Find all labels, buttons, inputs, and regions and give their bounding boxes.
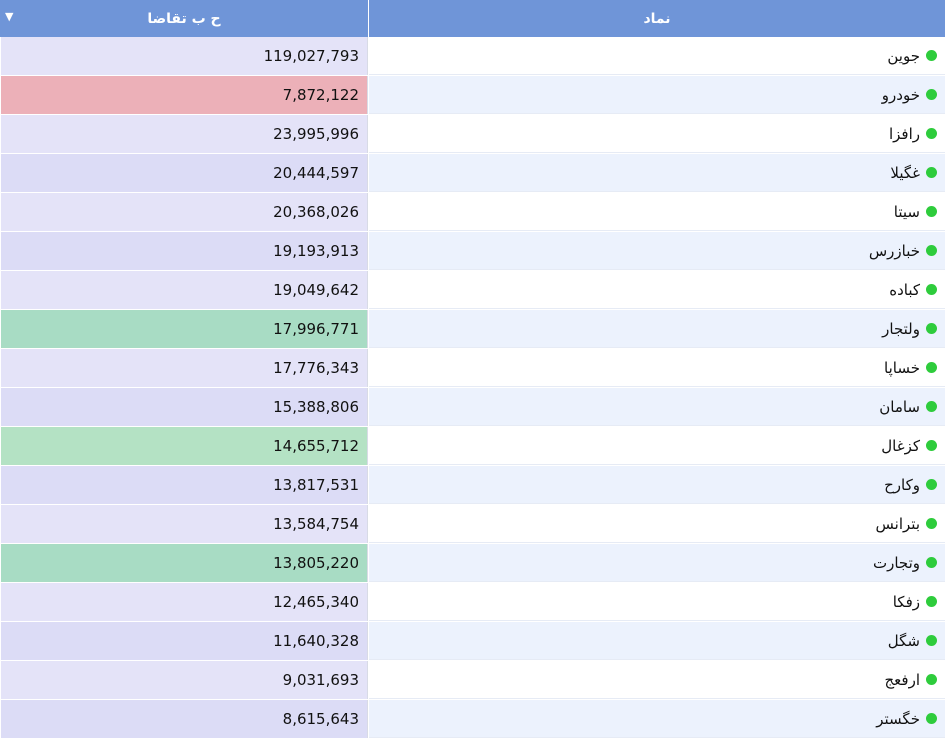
status-dot-icon (926, 401, 937, 412)
symbol-cell[interactable]: خبازرس (369, 232, 945, 270)
demand-volume-cell: 11,640,328 (1, 622, 368, 660)
status-dot-icon (926, 440, 937, 451)
status-dot-icon (926, 50, 937, 61)
demand-volume-cell: 9,031,693 (1, 661, 368, 699)
symbol-label[interactable]: شگل (887, 631, 920, 650)
symbol-cell[interactable]: رافزا (369, 115, 945, 153)
symbol-label[interactable]: بترانس (875, 514, 920, 533)
symbol-label[interactable]: خودرو (881, 85, 920, 104)
demand-volume-cell: 17,996,771 (1, 310, 368, 348)
demand-volume-cell: 12,465,340 (1, 583, 368, 621)
status-dot-icon (926, 557, 937, 568)
header-symbol-label: نماد (643, 10, 671, 27)
status-dot-icon (926, 635, 937, 646)
table-row[interactable]: 13,817,531 وکارح (0, 466, 945, 505)
demand-volume-cell: 20,368,026 (1, 193, 368, 231)
status-dot-icon (926, 674, 937, 685)
table-row[interactable]: 9,031,693 ارفعج (0, 661, 945, 700)
demand-volume-cell: 13,805,220 (1, 544, 368, 582)
status-dot-icon (926, 284, 937, 295)
symbol-label[interactable]: سامان (879, 397, 920, 416)
symbol-label[interactable]: زفکا (892, 592, 920, 611)
status-dot-icon (926, 323, 937, 334)
symbol-cell[interactable]: زفکا (369, 583, 945, 621)
demand-volume-cell: 13,584,754 (1, 505, 368, 543)
header-demand-volume[interactable]: ▼ ح ب تقاضا (0, 0, 369, 37)
symbol-label[interactable]: سیتا (893, 202, 920, 221)
demand-volume-cell: 19,193,913 (1, 232, 368, 270)
header-symbol[interactable]: نماد (369, 0, 945, 37)
table-row[interactable]: 17,996,771 ولتجار (0, 310, 945, 349)
symbol-label[interactable]: کزغال (881, 436, 920, 455)
status-dot-icon (926, 362, 937, 373)
demand-volume-cell: 14,655,712 (1, 427, 368, 465)
symbol-label[interactable]: ولتجار (882, 319, 920, 338)
table-row[interactable]: 20,444,597 غگیلا (0, 154, 945, 193)
demand-volume-cell: 20,444,597 (1, 154, 368, 192)
table-row[interactable]: 11,640,328 شگل (0, 622, 945, 661)
table-row[interactable]: 13,584,754 بترانس (0, 505, 945, 544)
header-demand-volume-label: ح ب تقاضا (147, 10, 221, 27)
demand-volume-cell: 19,049,642 (1, 271, 368, 309)
table-row[interactable]: 20,368,026 سیتا (0, 193, 945, 232)
table-row[interactable]: 13,805,220 وتجارت (0, 544, 945, 583)
demand-volume-cell: 13,817,531 (1, 466, 368, 504)
symbol-cell[interactable]: جوین (369, 37, 945, 75)
demand-volume-cell: 15,388,806 (1, 388, 368, 426)
status-dot-icon (926, 596, 937, 607)
symbol-cell[interactable]: بترانس (369, 505, 945, 543)
table-body: 119,027,793 جوین 7,872,122 خودرو 23,995,996 ر… (0, 37, 945, 739)
table-row[interactable]: 119,027,793 جوین (0, 37, 945, 76)
table-row[interactable]: 12,465,340 زفکا (0, 583, 945, 622)
symbol-label[interactable]: وکارح (884, 475, 920, 494)
demand-volume-cell: 7,872,122 (1, 76, 368, 114)
status-dot-icon (926, 479, 937, 490)
status-dot-icon (926, 518, 937, 529)
table-row[interactable]: 15,388,806 سامان (0, 388, 945, 427)
symbol-label[interactable]: جوین (887, 46, 920, 65)
symbol-cell[interactable]: سیتا (369, 193, 945, 231)
symbol-label[interactable]: ارفعج (884, 670, 920, 689)
table-row[interactable]: 19,049,642 کباده (0, 271, 945, 310)
table-row[interactable]: 17,776,343 خساپا (0, 349, 945, 388)
symbol-label[interactable]: غگیلا (890, 163, 920, 182)
table-row[interactable]: 14,655,712 کزغال (0, 427, 945, 466)
symbol-cell[interactable]: وتجارت (369, 544, 945, 582)
demand-volume-cell: 119,027,793 (1, 37, 368, 75)
table-header: ▼ ح ب تقاضا نماد (0, 0, 945, 37)
table-row[interactable]: 23,995,996 رافزا (0, 115, 945, 154)
sort-down-icon[interactable]: ▼ (5, 10, 14, 23)
symbol-cell[interactable]: ولتجار (369, 310, 945, 348)
symbol-cell[interactable]: خساپا (369, 349, 945, 387)
demand-volume-cell: 8,615,643 (1, 700, 368, 738)
symbol-cell[interactable]: ارفعج (369, 661, 945, 699)
symbol-label[interactable]: کباده (889, 280, 920, 299)
status-dot-icon (926, 167, 937, 178)
symbol-label[interactable]: خساپا (884, 358, 920, 377)
symbol-cell[interactable]: خگستر (369, 700, 945, 738)
status-dot-icon (926, 713, 937, 724)
symbol-cell[interactable]: غگیلا (369, 154, 945, 192)
symbol-label[interactable]: خبازرس (868, 241, 920, 260)
symbol-cell[interactable]: شگل (369, 622, 945, 660)
table-row[interactable]: 19,193,913 خبازرس (0, 232, 945, 271)
demand-volume-cell: 17,776,343 (1, 349, 368, 387)
status-dot-icon (926, 206, 937, 217)
status-dot-icon (926, 128, 937, 139)
symbol-cell[interactable]: سامان (369, 388, 945, 426)
table-row[interactable]: 7,872,122 خودرو (0, 76, 945, 115)
symbol-cell[interactable]: خودرو (369, 76, 945, 114)
symbol-label[interactable]: رافزا (888, 124, 920, 143)
status-dot-icon (926, 245, 937, 256)
symbol-cell[interactable]: کباده (369, 271, 945, 309)
symbol-cell[interactable]: وکارح (369, 466, 945, 504)
demand-volume-cell: 23,995,996 (1, 115, 368, 153)
symbol-label[interactable]: خگستر (876, 709, 920, 728)
symbol-cell[interactable]: کزغال (369, 427, 945, 465)
table-row[interactable]: 8,615,643 خگستر (0, 700, 945, 739)
status-dot-icon (926, 89, 937, 100)
symbol-label[interactable]: وتجارت (872, 553, 920, 572)
